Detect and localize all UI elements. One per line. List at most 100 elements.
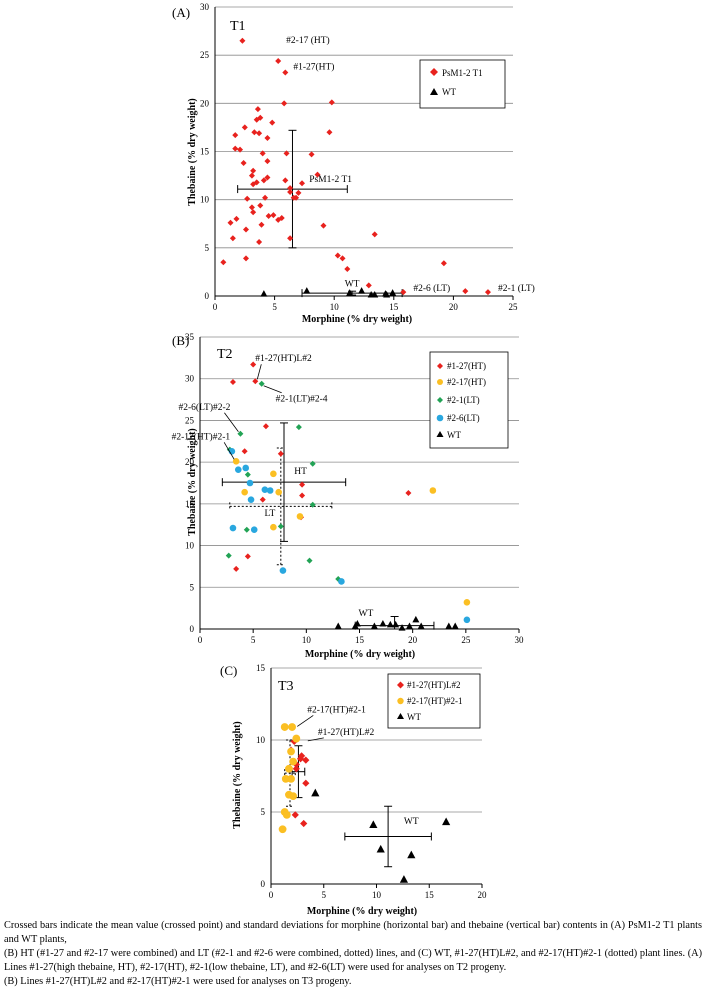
annotation--2-6-lt-: #2-6 (LT) (413, 283, 450, 294)
point--1-27-ht- (277, 450, 284, 457)
annotation-leader (256, 364, 262, 380)
x-tick-label: 15 (389, 302, 399, 312)
y-tick-label: 15 (256, 663, 266, 673)
point--2-17-ht- (296, 513, 304, 520)
y-tick-label: 15 (185, 499, 195, 509)
caption-line-3: (B) Lines #1-27(HT)L#2 and #2-17(HT)#2-1… (4, 975, 352, 987)
point-wt (407, 850, 416, 859)
point-psm1-2-t1 (257, 114, 264, 121)
y-tick-label: 0 (190, 624, 195, 634)
panel-b: (B) T2 0 5 10 15 20 25 30 35 0 5 10 15 20 25 30 #1-27(… (172, 332, 524, 660)
x-tick-label: 5 (272, 302, 277, 312)
legend-c-label-3: WT (407, 712, 421, 722)
point-wt (417, 622, 425, 629)
point-psm1-2-t1 (287, 235, 294, 242)
error-cross-wt (344, 805, 432, 868)
annotation-psm1-2-t1: PsM1-2 T1 (309, 175, 352, 185)
panel-c-x-label: Morphine (% dry weight) (307, 906, 417, 917)
point--2-17-ht- (232, 458, 240, 465)
figure-caption: Crossed bars indicate the mean value (cr… (4, 919, 702, 989)
y-tick-label: 10 (185, 541, 195, 551)
y-tick-label: 10 (200, 195, 210, 205)
legend-b-marker-5 (436, 431, 444, 437)
point-psm1-2-t1 (365, 282, 372, 289)
y-tick-label: 25 (200, 50, 210, 60)
point--2-6-lt- (266, 487, 274, 494)
point-psm1-2-t1 (440, 260, 447, 267)
point-psm1-2-t1 (484, 289, 491, 296)
y-tick-label: 5 (190, 582, 195, 592)
y-tick-label: 30 (185, 374, 195, 384)
point-psm1-2-t1 (233, 215, 240, 222)
point-psm1-2-t1 (371, 231, 378, 238)
point-psm1-2-t1 (264, 174, 271, 181)
point-psm1-2-t1 (239, 37, 246, 44)
legend-b-label-3: #2-1(LT) (447, 395, 480, 405)
panel-a-x-label: Morphine (% dry weight) (302, 314, 412, 325)
point-psm1-2-t1 (250, 209, 257, 216)
y-tick-label: 20 (200, 98, 210, 108)
point-psm1-2-t1 (287, 185, 294, 192)
panel-b-x-label: Morphine (% dry weight) (305, 649, 415, 660)
point--1-27-ht-l-2 (300, 819, 308, 828)
legend-b-marker-2 (437, 379, 443, 385)
x-tick-label: 30 (515, 635, 525, 645)
point--1-27-ht- (259, 496, 266, 503)
point--2-6-lt- (261, 486, 269, 493)
point--2-6-lt- (242, 464, 250, 472)
point-wt (386, 620, 394, 628)
legend-c-marker-2 (397, 697, 404, 705)
point-psm1-2-t1 (328, 99, 335, 106)
point-wt (398, 624, 406, 631)
panel-c-y-label: Thebaine (% dry weight) (232, 721, 243, 829)
legend-a-label-1: PsM1-2 T1 (442, 68, 483, 78)
point--2-17-ht-2-1 (278, 825, 287, 834)
point--2-17-ht-2-1 (282, 810, 291, 819)
point--2-1-lt- (309, 460, 316, 467)
panel-b-y-label: Thebaine (% dry weight) (187, 428, 198, 536)
point--2-17-ht- (270, 523, 277, 531)
point-wt (358, 287, 366, 294)
y-tick-label: 25 (185, 415, 195, 425)
point-psm1-2-t1 (260, 177, 267, 184)
point-wt (303, 287, 311, 294)
point-psm1-2-t1 (269, 119, 276, 126)
point--1-27-ht-l-2 (302, 779, 310, 787)
panel-a: (A) T1 0 5 10 15 20 25 30 0 5 10 15 20 25 #2-17 (HT)… (172, 2, 535, 325)
point--2-17-ht- (275, 488, 282, 496)
point-psm1-2-t1 (265, 213, 272, 220)
point--2-1-lt- (258, 380, 265, 387)
point-psm1-2-t1 (242, 226, 249, 233)
legend-a-label-2: WT (442, 87, 456, 97)
point-psm1-2-t1 (278, 214, 285, 221)
annotation--1-27-ht-l-2: #1-27(HT)L#2 (318, 727, 375, 738)
annotation-wt: WT (404, 817, 419, 827)
point-psm1-2-t1 (264, 135, 271, 142)
figure: (A) T1 0 5 10 15 20 25 30 0 5 10 15 20 25 #2-17 (HT)… (172, 2, 535, 917)
legend-b-label-1: #1-27(HT) (447, 361, 486, 371)
point--2-6-lt- (463, 616, 471, 624)
point-psm1-2-t1 (293, 194, 300, 201)
x-tick-label: 20 (408, 635, 418, 645)
point--1-27-ht- (241, 448, 248, 455)
annotation--1-27-ht-: #1-27(HT) (293, 62, 334, 73)
point-psm1-2-t1 (282, 177, 289, 184)
point--2-17-ht-2-1 (287, 774, 295, 783)
point-psm1-2-t1 (326, 129, 333, 136)
point-wt (451, 622, 459, 629)
point--2-17-ht- (270, 470, 277, 478)
point-wt (334, 622, 342, 629)
annotation-leader (297, 715, 314, 727)
x-tick-label: 15 (425, 890, 435, 900)
annotation-leader (307, 737, 324, 742)
point-psm1-2-t1 (264, 158, 271, 165)
point-wt (311, 788, 320, 797)
y-tick-label: 35 (185, 332, 195, 342)
annotation--2-17-ht-2-1: #2-17(HT)#2-1 (172, 431, 231, 442)
point--1-27-ht- (229, 379, 236, 386)
x-tick-label: 10 (330, 302, 340, 312)
point-psm1-2-t1 (220, 259, 227, 266)
point--2-17-ht-2-1 (285, 764, 293, 773)
point--2-1-lt- (306, 557, 313, 564)
point-wt (353, 619, 361, 627)
